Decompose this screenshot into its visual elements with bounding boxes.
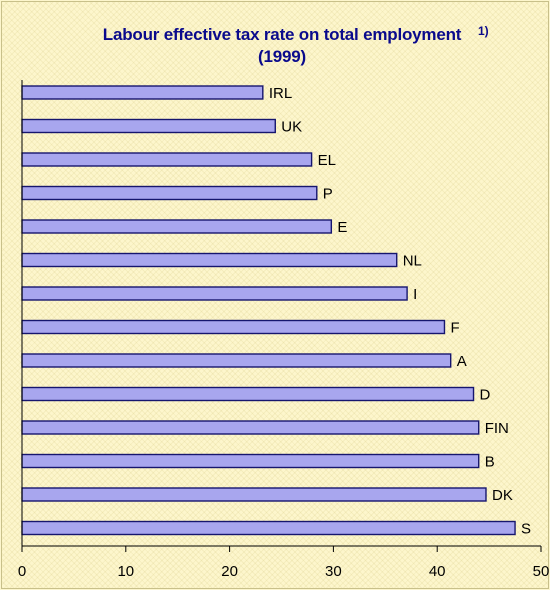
bar-dk	[21, 487, 487, 502]
x-tick-label-50: 50	[533, 563, 550, 580]
bar-label-b: B	[485, 454, 495, 471]
bar-s	[21, 520, 516, 536]
bar-nl	[21, 252, 398, 268]
chart-title-line2: (1999)	[258, 47, 306, 66]
bar-label-uk: UK	[281, 119, 302, 136]
bar-label-e: E	[337, 219, 347, 236]
x-tick-label-30: 30	[325, 563, 342, 580]
bar-el	[21, 152, 313, 167]
bar-label-p: P	[323, 186, 333, 203]
x-tick-label-40: 40	[429, 563, 446, 580]
bar-irl	[21, 85, 264, 100]
bar-label-dk: DK	[492, 487, 513, 504]
chart-title: Labour effective tax rate on total emplo…	[72, 24, 492, 68]
bar-p	[21, 185, 318, 201]
bar-uk	[21, 118, 276, 134]
bar-label-irl: IRL	[269, 85, 292, 102]
bar-f	[21, 319, 446, 335]
bar-label-s: S	[521, 521, 531, 538]
x-tick-label-10: 10	[117, 563, 134, 580]
bar-label-f: F	[450, 320, 459, 337]
bar-i	[21, 286, 408, 301]
bar-label-fin: FIN	[485, 420, 509, 437]
bar-label-d: D	[480, 387, 491, 404]
bar-fin	[21, 420, 480, 435]
bar-e	[21, 219, 333, 234]
x-tick-label-20: 20	[221, 563, 238, 580]
bar-label-el: EL	[318, 152, 336, 169]
bar-a	[21, 353, 452, 368]
x-tick-label-0: 0	[18, 563, 26, 580]
bar-label-a: A	[457, 353, 467, 370]
chart-title-line1: Labour effective tax rate on total emplo…	[102, 25, 462, 44]
bar-d	[21, 386, 475, 402]
footnote-marker: 1)	[478, 24, 489, 38]
bar-label-i: I	[413, 286, 417, 303]
bar-label-nl: NL	[403, 253, 422, 270]
bar-b	[21, 453, 480, 469]
